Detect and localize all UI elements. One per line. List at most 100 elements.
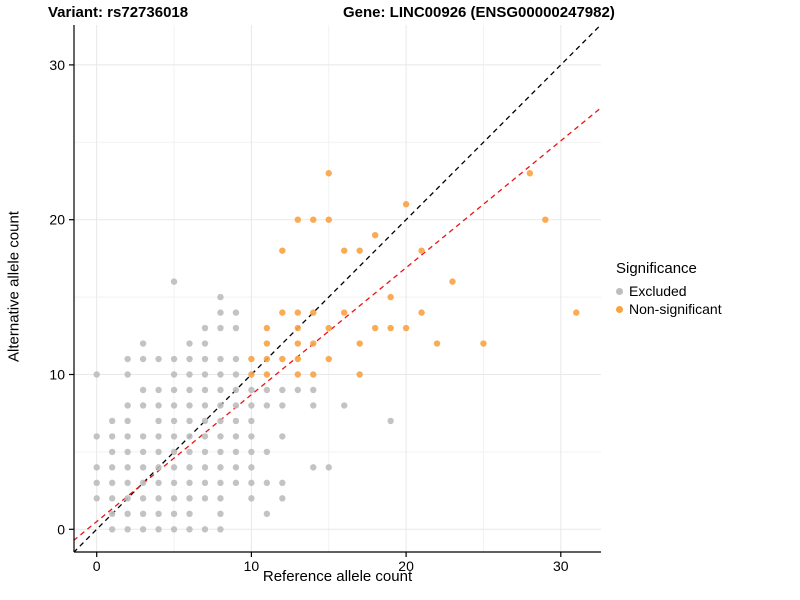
y-axis-label: Alternative allele count <box>5 211 23 362</box>
series-non-significant <box>248 170 580 378</box>
data-point <box>139 510 147 518</box>
y-tick-label: 10 <box>49 367 65 383</box>
data-point <box>217 293 224 301</box>
data-point <box>124 433 131 440</box>
data-point <box>310 371 317 378</box>
legend-title: Significance <box>616 260 697 277</box>
series-excluded <box>93 278 394 533</box>
data-point <box>186 340 193 347</box>
data-point <box>170 386 178 394</box>
data-point <box>263 448 271 456</box>
legend-label: Non-significant <box>629 301 722 317</box>
data-point <box>139 526 147 533</box>
data-point <box>186 355 193 363</box>
data-point <box>186 386 193 394</box>
data-point <box>217 448 224 456</box>
data-point <box>294 340 302 347</box>
data-point <box>155 386 162 394</box>
data-point <box>155 495 162 502</box>
data-point <box>170 417 178 425</box>
data-point <box>217 355 224 363</box>
data-point <box>186 402 193 409</box>
data-point <box>170 510 178 518</box>
data-point <box>279 495 286 502</box>
data-point <box>139 495 147 502</box>
data-point <box>155 464 162 471</box>
data-point <box>186 433 193 440</box>
data-point <box>217 371 224 378</box>
data-point <box>93 433 100 440</box>
data-point <box>186 371 193 378</box>
data-point <box>232 355 240 363</box>
data-point <box>294 216 302 223</box>
data-point <box>402 324 410 332</box>
data-point <box>279 479 286 487</box>
excluded-dot-icon <box>616 287 623 295</box>
legend-label: Excluded <box>629 283 687 299</box>
legend-item-excluded: Excluded <box>616 283 722 299</box>
data-point <box>139 448 147 456</box>
data-point <box>279 309 286 316</box>
data-point <box>155 448 162 456</box>
data-point <box>93 479 100 487</box>
data-point <box>325 324 332 332</box>
data-point <box>124 479 131 487</box>
data-point <box>248 464 255 471</box>
data-point <box>263 510 271 518</box>
data-point <box>232 417 240 425</box>
data-point <box>201 324 209 332</box>
data-point <box>217 324 224 332</box>
data-point <box>263 386 271 394</box>
data-point <box>449 278 456 285</box>
data-point <box>263 402 271 409</box>
fit-line <box>74 107 601 542</box>
data-point <box>108 495 116 502</box>
data-point <box>232 464 240 471</box>
data-point <box>217 464 224 471</box>
data-point <box>186 495 193 502</box>
data-point <box>263 355 271 363</box>
y-tick-label: 20 <box>49 212 65 228</box>
data-point <box>263 324 271 332</box>
data-point <box>248 355 255 363</box>
data-point <box>294 371 302 378</box>
non-significant-dot-icon <box>616 305 623 313</box>
data-point <box>186 448 193 456</box>
data-point <box>139 402 147 409</box>
data-point <box>108 510 116 518</box>
data-point <box>201 386 209 394</box>
data-point <box>526 170 534 177</box>
data-point <box>201 417 209 425</box>
data-point <box>155 479 162 487</box>
data-point <box>371 324 379 332</box>
data-point <box>232 386 240 394</box>
data-point <box>310 216 317 223</box>
data-point <box>232 324 240 332</box>
data-point <box>310 309 317 316</box>
data-point <box>124 417 131 425</box>
data-point <box>108 433 116 440</box>
data-point <box>248 371 255 378</box>
data-point <box>201 402 209 409</box>
data-point <box>93 371 100 378</box>
data-point <box>232 448 240 456</box>
data-point <box>217 402 224 409</box>
data-point <box>248 433 255 440</box>
data-point <box>139 433 147 440</box>
data-point <box>279 386 286 394</box>
data-point <box>155 526 162 533</box>
data-point <box>201 433 209 440</box>
data-point <box>279 433 286 440</box>
data-point <box>387 417 394 425</box>
data-point <box>325 464 332 471</box>
data-point <box>248 495 255 502</box>
data-point <box>263 340 271 347</box>
data-point <box>325 355 332 363</box>
data-point <box>356 371 363 378</box>
data-point <box>186 479 193 487</box>
y-tick-label: 0 <box>57 521 65 537</box>
data-point <box>232 433 240 440</box>
data-point <box>139 340 147 347</box>
data-point <box>573 309 580 316</box>
